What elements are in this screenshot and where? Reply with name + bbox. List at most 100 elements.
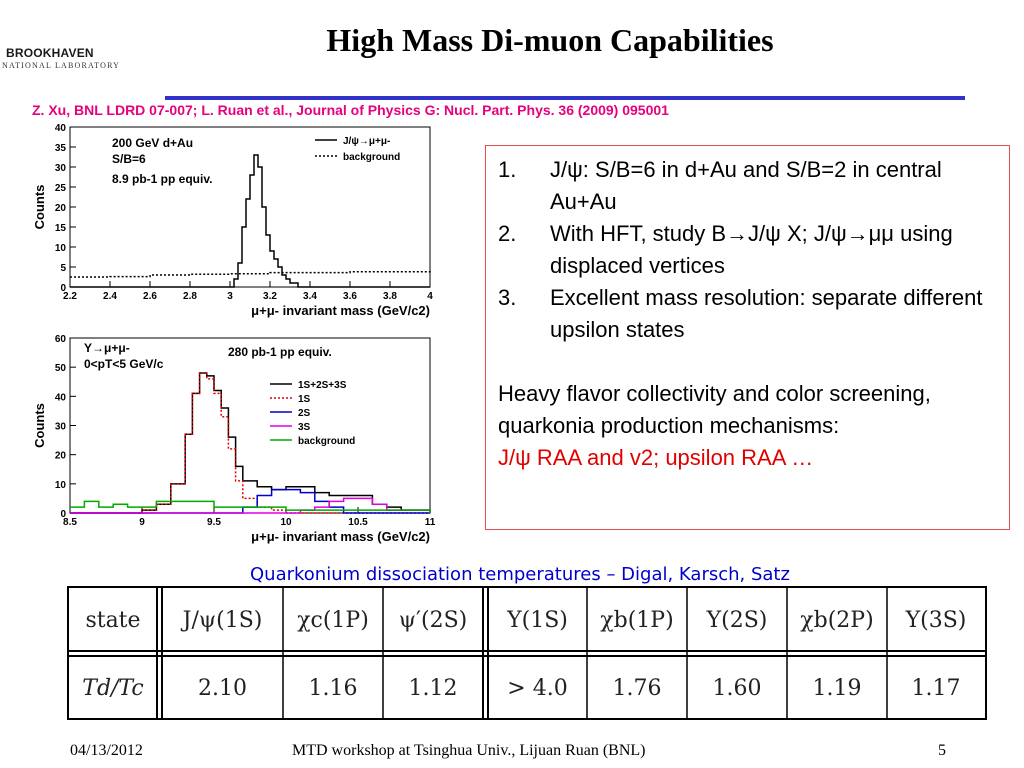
row-header-state: state — [85, 608, 141, 633]
x-tick-label: 9.5 — [207, 517, 221, 528]
state-cell: χb(2P) — [800, 608, 874, 633]
brookhaven-logo: BROOKHAVEN NATIONAL LABORATORY — [0, 40, 130, 80]
x-tick-label: 10.5 — [348, 517, 368, 528]
chart-annotation: 8.9 pb-1 pp equiv. — [112, 172, 212, 186]
value-cell: 1.76 — [612, 676, 662, 701]
x-tick-label: 2.8 — [183, 291, 197, 302]
y-tick-label: 5 — [60, 263, 66, 274]
y-axis-label: Counts — [32, 403, 47, 448]
table-caption: Quarkonium dissociation temperatures – D… — [250, 564, 790, 585]
x-axis-label: μ+μ- invariant mass (GeV/c2) — [251, 529, 430, 544]
legend-label: background — [343, 152, 400, 163]
observables-line: J/ψ RAA and v2; upsilon RAA … — [498, 445, 814, 470]
upsilon-mass-chart: 8.5 9 9.5 10 10.5 11 0 10 20 30 40 50 60 Counts μ+μ- i… — [32, 334, 436, 544]
legend-label: background — [298, 436, 355, 447]
value-cell: 1.17 — [911, 676, 961, 701]
y-tick-label: 35 — [55, 143, 67, 154]
series-line — [70, 372, 430, 514]
dissociation-table: state Td/Tc J/ψ(1S) χc(1P) ψ′(2S) Υ(1S) … — [67, 586, 987, 720]
legend-label: 1S — [298, 394, 311, 405]
y-tick-label: 15 — [55, 223, 67, 234]
legend-label: 2S — [298, 408, 311, 419]
state-cell: χc(1P) — [297, 608, 369, 633]
value-cell: 2.10 — [198, 676, 247, 701]
jpsi-mass-chart: 2.2 2.4 2.6 2.8 3 3.2 3.4 3.6 3.8 405101520253035… — [32, 123, 433, 318]
x-tick-label: 10 — [280, 517, 292, 528]
key-points-box: 1. J/ψ: S/B=6 in d+Au and S/B=2 in centra… — [485, 145, 1010, 530]
bullet-text: With HFT, study B→J/ψ X; J/ψ→μμ using di… — [550, 221, 953, 278]
logo-line-1: BROOKHAVEN — [6, 46, 94, 60]
series-line — [70, 271, 431, 278]
x-tick-label: 3.4 — [303, 291, 317, 302]
state-cell: ψ′(2S) — [398, 608, 468, 633]
summary-paragraph: Heavy flavor collectivity and color scre… — [498, 381, 931, 438]
chart-annotation: Υ→μ+μ- — [84, 341, 130, 355]
x-tick-label: 2.2 — [63, 291, 77, 302]
chart-annotation: 200 GeV d+Au — [112, 136, 193, 150]
y-tick-label: 60 — [55, 334, 67, 345]
y-tick-label: 30 — [55, 163, 67, 174]
y-tick-label: 10 — [55, 480, 67, 491]
x-axis-label: μ+μ- invariant mass (GeV/c2) — [251, 303, 430, 318]
x-tick-label: 3.2 — [263, 291, 277, 302]
value-cell: 1.60 — [712, 676, 762, 701]
y-tick-label: 10 — [55, 243, 67, 254]
bullet-text: Excellent mass resolution: separate diff… — [550, 285, 983, 342]
state-cell: J/ψ(1S) — [182, 608, 263, 633]
legend-label: 1S+2S+3S — [298, 380, 347, 391]
series-line — [70, 488, 430, 514]
y-tick-label: 0 — [60, 509, 66, 520]
x-tick-label: 3 — [227, 291, 233, 302]
key-points-list: 1. J/ψ: S/B=6 in d+Au and S/B=2 in centra… — [498, 154, 999, 346]
bullet-number: 3. — [498, 285, 517, 310]
state-cell: Υ(2S) — [706, 608, 768, 633]
y-tick-label: 40 — [55, 392, 67, 403]
y-tick-label: 50 — [55, 363, 67, 374]
footer-title: MTD workshop at Tsinghua Univ., Lijuan R… — [292, 742, 646, 759]
slide-title: High Mass Di-muon Capabilities — [326, 22, 774, 58]
value-cell: > 4.0 — [507, 676, 568, 701]
series-line — [70, 497, 431, 514]
state-cell: Υ(1S) — [507, 608, 568, 633]
state-cell: χb(1P) — [600, 608, 674, 633]
state-cell: Υ(3S) — [905, 608, 967, 633]
chart-annotation: 280 pb-1 pp equiv. — [228, 345, 332, 359]
plot-frame — [69, 126, 431, 288]
bullet-item: 3. Excellent mass resolution: separate di… — [498, 282, 999, 346]
value-cell: 1.16 — [308, 676, 358, 701]
series-line — [70, 372, 431, 514]
x-tick-label: 8.5 — [63, 517, 77, 528]
x-tick-label: 2.4 — [103, 291, 117, 302]
bullet-item: 2. With HFT, study B→J/ψ X; J/ψ→μμ using … — [498, 218, 999, 282]
logo-line-2: NATIONAL LABORATORY — [2, 61, 121, 70]
y-tick-label: 0 — [60, 283, 66, 294]
page-number: 5 — [938, 742, 946, 759]
bullet-text: J/ψ: S/B=6 in d+Au and S/B=2 in central … — [550, 157, 942, 214]
value-cell: 1.19 — [812, 676, 862, 701]
x-tick-label: 3.8 — [383, 291, 397, 302]
y-tick-label: 20 — [55, 203, 67, 214]
value-cell: 1.12 — [408, 676, 458, 701]
y-tick-label: 25 — [55, 183, 67, 194]
bullet-number: 1. — [498, 157, 517, 182]
table-grid — [69, 588, 985, 718]
citation: Z. Xu, BNL LDRD 07-007; L. Ruan et al., … — [32, 102, 669, 118]
bullet-number: 2. — [498, 221, 517, 246]
y-tick-label: 20 — [55, 451, 67, 462]
y-tick-label: 30 — [55, 422, 67, 433]
row-header-td-tc: Td/Tc — [82, 676, 144, 701]
bullet-item: 1. J/ψ: S/B=6 in d+Au and S/B=2 in centra… — [498, 154, 999, 218]
footer-date: 04/13/2012 — [70, 742, 143, 759]
x-tick-label: 11 — [425, 517, 436, 528]
legend-label: J/ψ→μ+μ- — [343, 136, 390, 147]
y-axis-label: Counts — [32, 185, 47, 230]
series-line — [70, 500, 431, 513]
x-tick-label: 9 — [139, 517, 145, 528]
y-tick-label: 40 — [55, 123, 67, 134]
series-line — [70, 154, 430, 288]
x-tick-label: 2.6 — [143, 291, 157, 302]
legend-label: 3S — [298, 422, 311, 433]
title-underline — [165, 96, 965, 100]
chart-annotation: S/B=6 — [112, 152, 146, 166]
chart-annotation: 0<pT<5 GeV/c — [84, 357, 164, 371]
